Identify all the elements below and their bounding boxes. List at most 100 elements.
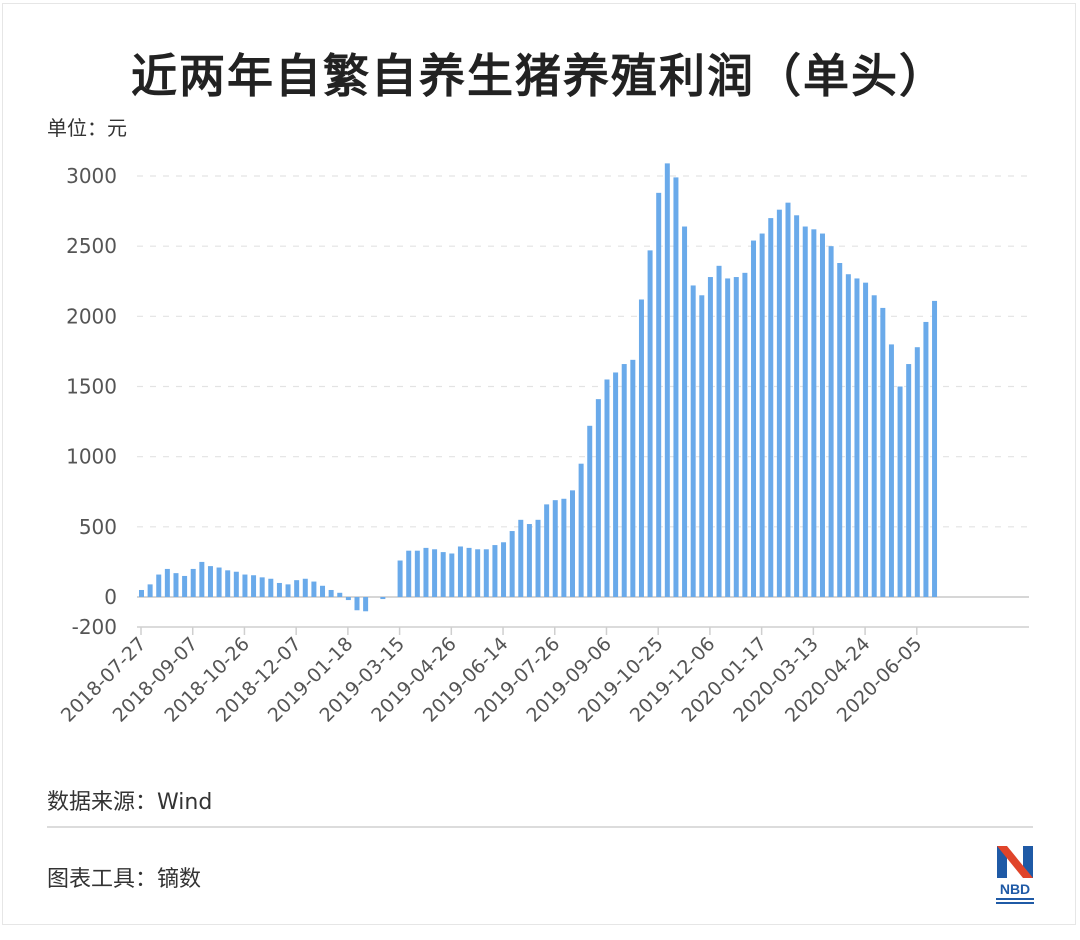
bar — [182, 575, 188, 597]
bar — [561, 498, 567, 597]
bar — [845, 274, 851, 597]
bar — [604, 379, 610, 597]
bar — [768, 218, 774, 597]
bar — [552, 500, 558, 597]
bar — [268, 578, 274, 597]
bar — [406, 550, 412, 597]
bar — [664, 163, 670, 597]
bar — [294, 580, 300, 597]
bar — [509, 531, 515, 597]
y-tick-label: 3000 — [66, 164, 117, 188]
bar — [526, 524, 532, 597]
bar — [570, 490, 575, 597]
bar — [819, 233, 825, 597]
bar — [647, 250, 653, 598]
bar — [311, 581, 317, 597]
y-tick-label: 0 — [104, 585, 117, 609]
bar — [440, 552, 446, 597]
bar — [621, 364, 627, 597]
y-tick-label: 2000 — [66, 304, 117, 328]
bar — [259, 577, 265, 597]
y-tick-label: 1000 — [66, 445, 117, 469]
bar — [225, 570, 231, 597]
bar — [156, 574, 162, 597]
bar — [492, 545, 498, 597]
chart-tool-credit: 图表工具：镝数 — [47, 867, 202, 892]
bar — [535, 519, 541, 597]
chart-title: 近两年自繁自养生猪养殖利润（单头） — [131, 49, 947, 103]
bar — [345, 597, 351, 601]
bar — [897, 386, 903, 597]
bar — [742, 272, 748, 597]
bar — [483, 549, 489, 597]
bar — [380, 597, 386, 600]
x-axis: 2018-07-272018-09-072018-10-262018-12-07… — [57, 626, 1029, 727]
bar — [811, 229, 817, 597]
bar — [638, 299, 644, 597]
bar — [233, 571, 239, 597]
bar — [432, 549, 438, 597]
bar — [776, 209, 782, 597]
bar — [139, 589, 144, 597]
logo-text: NBD — [1000, 881, 1030, 897]
bar — [785, 202, 791, 597]
bar — [837, 263, 843, 597]
y-tick-label: 500 — [79, 515, 117, 539]
bar — [164, 568, 170, 597]
bar — [690, 285, 696, 597]
bar — [906, 364, 912, 597]
y-tick-label: -200 — [72, 615, 117, 639]
bar — [414, 550, 420, 597]
bar — [251, 575, 257, 597]
bar — [207, 566, 213, 597]
bar — [656, 192, 662, 597]
footer-divider — [47, 826, 1033, 828]
bar — [285, 584, 291, 597]
bar — [242, 574, 248, 597]
y-tick-label: 2500 — [66, 234, 117, 258]
bar — [828, 246, 834, 597]
bar — [888, 344, 894, 597]
bar — [423, 547, 429, 597]
bar — [932, 300, 938, 597]
bar — [880, 307, 886, 597]
bar — [578, 463, 584, 597]
bar — [863, 282, 869, 597]
bar — [397, 560, 403, 597]
bar — [854, 278, 860, 597]
bar — [320, 585, 326, 597]
bar — [544, 504, 550, 597]
bar — [147, 584, 153, 597]
bar — [587, 425, 593, 597]
bar-chart: -200 0 500 1000 1500 2000 2500 3000 2018-07-272… — [57, 163, 1029, 727]
bar — [914, 347, 920, 597]
bar — [466, 547, 472, 597]
bar — [363, 597, 369, 612]
bar — [613, 372, 619, 597]
bar — [190, 568, 196, 597]
data-source: 数据来源：Wind — [47, 790, 213, 815]
chart-card: 近两年自繁自养生猪养殖利润（单头） 单位：元 -200 0 500 1000 1500 2… — [2, 3, 1076, 925]
bar — [923, 321, 929, 597]
bar — [173, 573, 179, 597]
bar — [457, 546, 463, 597]
y-tick-label: 1500 — [66, 375, 117, 399]
bar — [871, 295, 877, 597]
bar — [199, 561, 205, 597]
bar — [449, 553, 455, 597]
bar — [716, 265, 722, 597]
bars — [139, 163, 938, 612]
bar — [673, 177, 679, 598]
bar — [328, 589, 334, 597]
bar — [733, 277, 739, 597]
nbd-logo-icon: NBD — [996, 846, 1034, 904]
bar — [751, 240, 757, 597]
bar — [707, 277, 713, 597]
bar — [501, 542, 507, 597]
unit-label: 单位：元 — [47, 116, 127, 140]
y-axis: -200 0 500 1000 1500 2000 2500 3000 — [66, 164, 117, 639]
bar — [475, 549, 481, 597]
bar — [759, 233, 765, 597]
bar — [337, 592, 343, 597]
bar — [630, 359, 636, 597]
